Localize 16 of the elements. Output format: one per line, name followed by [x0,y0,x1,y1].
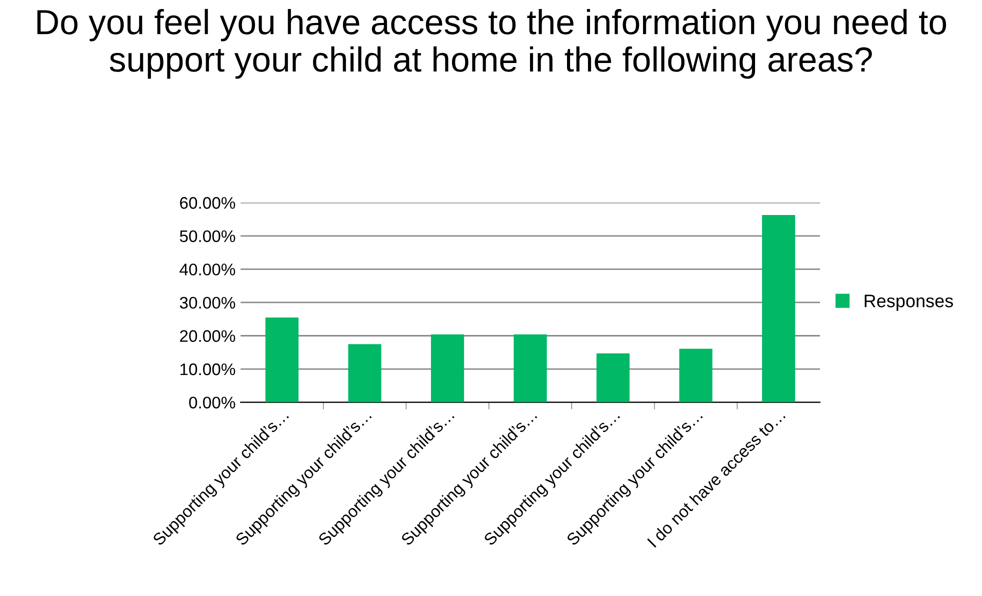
y-tick-label: 30.00% [180,296,236,309]
y-tick-label: 60.00% [180,197,236,209]
y-tick-label: 0.00% [189,396,236,409]
chart-title: Do you feel you have access to the information you need to support your child at home in the following areas? [37,8,946,79]
bar [514,334,547,402]
y-tick-label: 40.00% [180,264,236,276]
bar [265,317,299,402]
bar [679,348,712,402]
y-tick-label: 20.00% [180,330,236,342]
bar [430,334,464,402]
bar [762,214,796,402]
bar [596,353,630,402]
y-tick-label: 10.00% [180,363,236,376]
bar [348,344,382,402]
legend-label: Responses [864,294,953,311]
y-tick-label: 50.00% [180,230,236,242]
